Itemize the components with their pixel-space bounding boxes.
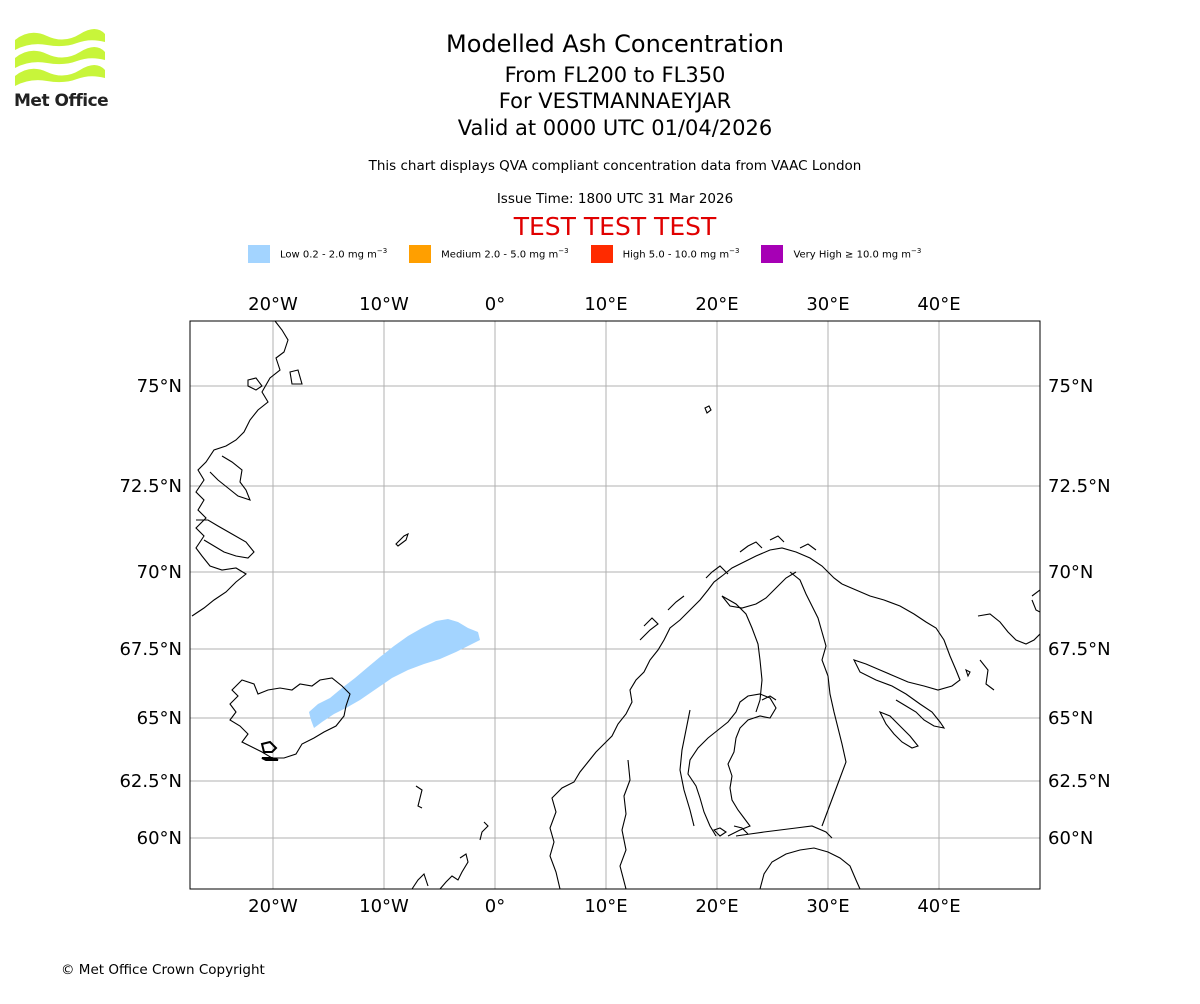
border-sweden-finland bbox=[761, 695, 777, 701]
lat-label-right: 67.5°N bbox=[1048, 639, 1111, 660]
legend-swatch-low bbox=[248, 245, 270, 263]
chart-title: Modelled Ash Concentration bbox=[446, 30, 784, 58]
coast-norway-islands bbox=[639, 535, 817, 641]
coast-finland-south bbox=[735, 825, 833, 839]
legend-label-high: High 5.0 - 10.0 mg m−3 bbox=[622, 247, 740, 261]
coast-gulf-finland bbox=[759, 847, 861, 889]
lon-label-bottom: 20°E bbox=[695, 896, 738, 917]
lat-label-right: 75°N bbox=[1048, 376, 1093, 397]
lat-label-left: 62.5°N bbox=[119, 771, 182, 792]
coast-scotland bbox=[411, 853, 469, 889]
coast-norway bbox=[549, 547, 843, 889]
lon-label-top: 10°W bbox=[359, 294, 409, 315]
lat-label-right: 65°N bbox=[1048, 708, 1093, 729]
ash-cloud-low bbox=[309, 619, 480, 728]
copyright-notice: © Met Office Crown Copyright bbox=[61, 962, 265, 978]
lat-label-left: 65°N bbox=[137, 708, 182, 729]
coast-kanin bbox=[1031, 589, 1040, 613]
lat-label-left: 70°N bbox=[137, 562, 182, 583]
lon-label-bottom: 30°E bbox=[806, 896, 849, 917]
lat-label-left: 60°N bbox=[137, 828, 182, 849]
lon-label-top: 20°W bbox=[248, 294, 298, 315]
legend-item-very-high: Very High ≥ 10.0 mg m−3 bbox=[761, 245, 921, 263]
legend-label-medium: Medium 2.0 - 5.0 mg m−3 bbox=[441, 247, 569, 261]
coast-bear-island bbox=[704, 405, 712, 414]
coast-barents-east bbox=[977, 613, 1040, 691]
lat-label-right: 72.5°N bbox=[1048, 476, 1111, 497]
lat-labels-left: 75°N 72.5°N 70°N 67.5°N 65°N 62.5°N 60°N bbox=[119, 376, 182, 849]
lon-label-top: 30°E bbox=[806, 294, 849, 315]
valid-time: Valid at 0000 UTC 01/04/2026 bbox=[457, 116, 773, 140]
coast-small-island bbox=[965, 668, 971, 678]
coast-vestmannaeyjar bbox=[260, 740, 279, 761]
border-norway-south bbox=[619, 759, 631, 889]
legend-item-medium: Medium 2.0 - 5.0 mg m−3 bbox=[409, 245, 569, 263]
border-finland-russia bbox=[789, 571, 847, 827]
gridlines bbox=[190, 321, 1040, 889]
lon-labels-bottom: 20°W 10°W 0° 10°E 20°E 30°E 40°E bbox=[248, 896, 960, 917]
legend-item-high: High 5.0 - 10.0 mg m−3 bbox=[590, 245, 740, 263]
met-office-waves-icon bbox=[15, 29, 105, 86]
border-sweden-norway-south bbox=[679, 709, 695, 827]
coast-bothnia bbox=[687, 693, 777, 837]
legend-swatch-medium bbox=[409, 245, 432, 263]
lon-label-bottom: 10°E bbox=[584, 896, 627, 917]
legend-item-low: Low 0.2 - 2.0 mg m−3 bbox=[248, 245, 387, 263]
lat-label-right: 70°N bbox=[1048, 562, 1093, 583]
legend-label-very-high: Very High ≥ 10.0 mg m−3 bbox=[793, 247, 922, 261]
map-content bbox=[190, 321, 1040, 889]
map-frame bbox=[189, 320, 1041, 890]
border-norway-finland bbox=[721, 571, 797, 609]
coast-greenland-fjord bbox=[209, 455, 251, 501]
lat-label-right: 62.5°N bbox=[1048, 771, 1111, 792]
legend: Low 0.2 - 2.0 mg m−3 Medium 2.0 - 5.0 mg… bbox=[248, 244, 943, 264]
met-office-logo-text: Met Office bbox=[14, 91, 109, 111]
coast-greenland-islands bbox=[247, 369, 303, 391]
legend-label-low: Low 0.2 - 2.0 mg m−3 bbox=[280, 247, 388, 261]
lon-label-bottom: 10°W bbox=[359, 896, 409, 917]
lat-label-left: 72.5°N bbox=[119, 476, 182, 497]
volcano-name: For VESTMANNAEYJAR bbox=[498, 89, 732, 113]
coast-aland bbox=[712, 825, 749, 837]
legend-swatch-very-high bbox=[761, 245, 784, 263]
lon-label-bottom: 40°E bbox=[917, 896, 960, 917]
lon-label-top: 10°E bbox=[584, 294, 627, 315]
lon-label-top: 0° bbox=[485, 294, 505, 315]
coast-iceland bbox=[229, 677, 351, 759]
flight-level-range: From FL200 to FL350 bbox=[504, 63, 726, 87]
lat-label-left: 67.5°N bbox=[119, 639, 182, 660]
test-banner: TEST TEST TEST bbox=[513, 212, 717, 241]
lat-label-right: 60°N bbox=[1048, 828, 1093, 849]
coast-white-sea-south bbox=[878, 710, 919, 749]
chart-note: This chart displays QVA compliant concen… bbox=[368, 158, 862, 174]
coast-faroes bbox=[415, 785, 423, 809]
coast-shetland bbox=[479, 821, 489, 841]
lon-labels-top: 20°W 10°W 0° 10°E 20°E 30°E 40°E bbox=[248, 294, 960, 315]
coast-jan-mayen bbox=[395, 532, 409, 547]
lon-label-bottom: 0° bbox=[485, 896, 505, 917]
coast-greenland bbox=[191, 321, 289, 617]
lon-label-top: 40°E bbox=[917, 294, 960, 315]
met-office-logo bbox=[12, 28, 112, 118]
legend-swatch-high bbox=[590, 245, 613, 263]
lon-label-bottom: 20°W bbox=[248, 896, 298, 917]
issue-time: Issue Time: 1800 UTC 31 Mar 2026 bbox=[496, 191, 734, 207]
coast-greenland-fjord-2 bbox=[196, 519, 255, 559]
lat-labels-right: 75°N 72.5°N 70°N 67.5°N 65°N 62.5°N 60°N bbox=[1048, 376, 1111, 849]
coast-kola-white-sea bbox=[841, 583, 961, 729]
coastlines bbox=[191, 321, 1040, 889]
lon-label-top: 20°E bbox=[695, 294, 738, 315]
lat-label-left: 75°N bbox=[137, 376, 182, 397]
